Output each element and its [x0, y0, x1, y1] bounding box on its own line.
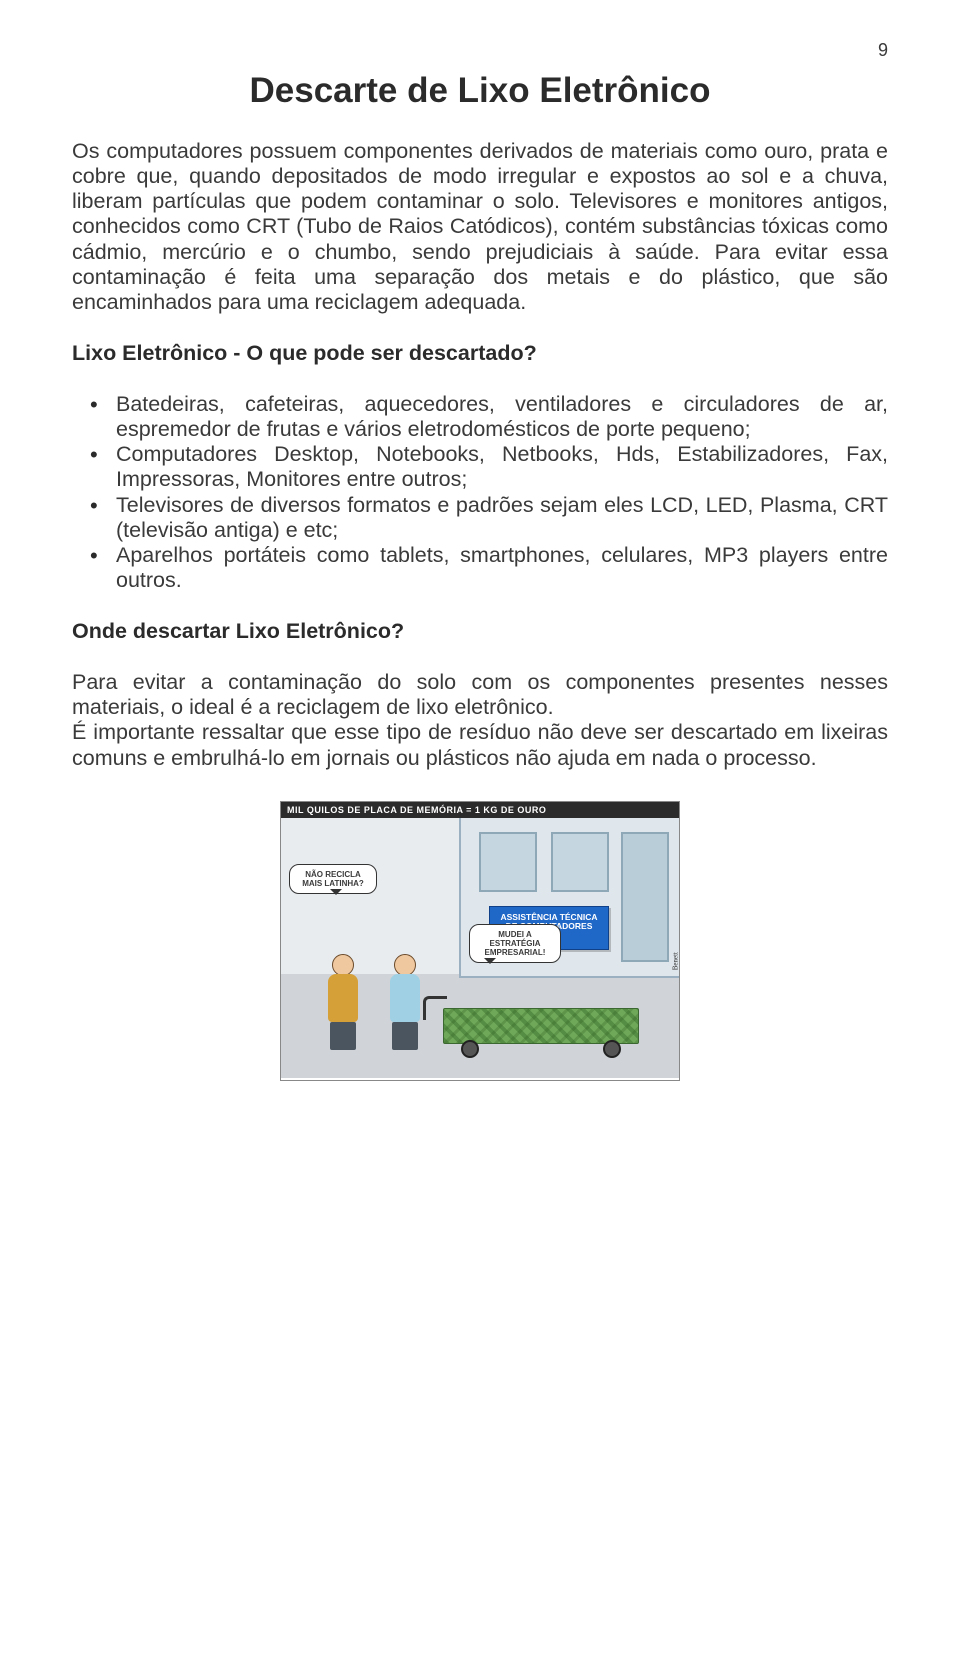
closing-paragraph-1: Para evitar a contaminação do solo com o… [72, 670, 888, 720]
cartoon-window [551, 832, 609, 892]
cartoon-speech-right: MUDEI A ESTRATÉGIA EMPRESARIAL! [469, 924, 561, 964]
cartoon-illustration: MIL QUILOS DE PLACA DE MEMÓRIA = 1 KG DE… [280, 801, 680, 1081]
intro-paragraph: Os computadores possuem componentes deri… [72, 139, 888, 315]
list-item: Computadores Desktop, Notebooks, Netbook… [112, 442, 888, 492]
cartoon-person-left [323, 954, 363, 1050]
closing-paragraph-2: É importante ressaltar que esse tipo de … [72, 720, 888, 770]
list-item: Batedeiras, cafeteiras, aquecedores, ven… [112, 392, 888, 442]
section-heading-descartado: Lixo Eletrônico - O que pode ser descart… [72, 341, 888, 366]
list-item: Televisores de diversos formatos e padrõ… [112, 493, 888, 543]
list-item: Aparelhos portáteis como tablets, smartp… [112, 543, 888, 593]
section-heading-onde: Onde descartar Lixo Eletrônico? [72, 619, 888, 644]
cartoon-header: MIL QUILOS DE PLACA DE MEMÓRIA = 1 KG DE… [281, 802, 679, 818]
descartado-bullet-list: Batedeiras, cafeteiras, aquecedores, ven… [72, 392, 888, 593]
cartoon-person-right [385, 954, 425, 1050]
cartoon-scene: ASSISTÊNCIA TÉCNICA DE COMPUTADORES NÃO … [281, 818, 679, 1078]
cartoon-signature: Benett [671, 952, 679, 970]
cartoon-door [621, 832, 669, 962]
cartoon-speech-left: NÃO RECICLA MAIS LATINHA? [289, 864, 377, 894]
cartoon-window [479, 832, 537, 892]
cartoon-cart [443, 996, 639, 1058]
page-title: Descarte de Lixo Eletrônico [72, 71, 888, 111]
cartoon-container: MIL QUILOS DE PLACA DE MEMÓRIA = 1 KG DE… [72, 801, 888, 1081]
page-number: 9 [72, 40, 888, 61]
